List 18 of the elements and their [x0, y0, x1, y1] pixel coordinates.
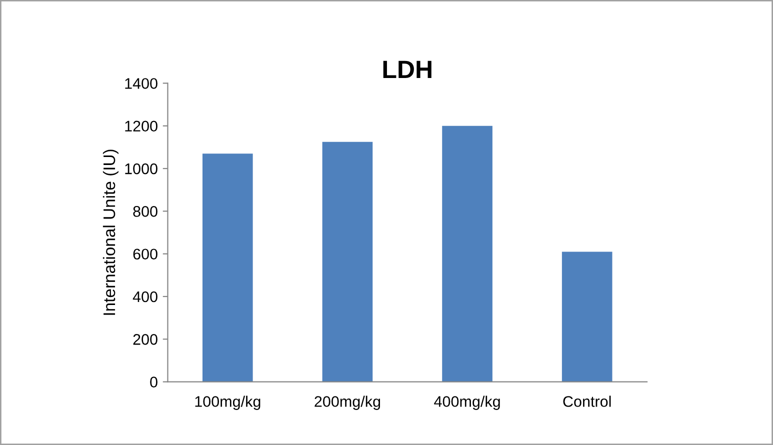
bar — [202, 154, 253, 382]
y-tick-label: 200 — [133, 334, 158, 345]
x-tick-label: 200mg/kg — [314, 396, 380, 410]
x-tick-label: 400mg/kg — [434, 396, 500, 410]
chart-title: LDH — [383, 60, 432, 78]
y-tick-label: 400 — [132, 291, 158, 302]
y-tick-label: 1000 — [125, 163, 158, 174]
y-tick-label: 1200 — [125, 120, 158, 132]
y-tick-label: 1400 — [125, 78, 158, 89]
x-tick-label: 100mg/kg — [195, 396, 260, 410]
y-tick-label: 600 — [133, 248, 158, 260]
y-tick-label: 0 — [150, 376, 158, 388]
y-tick-label: 800 — [133, 206, 158, 217]
x-tick-label: Control — [563, 396, 611, 407]
bar — [442, 126, 492, 382]
bar — [562, 252, 612, 382]
y-axis-title: International Unite (IU) — [102, 150, 118, 315]
bar — [322, 142, 373, 382]
